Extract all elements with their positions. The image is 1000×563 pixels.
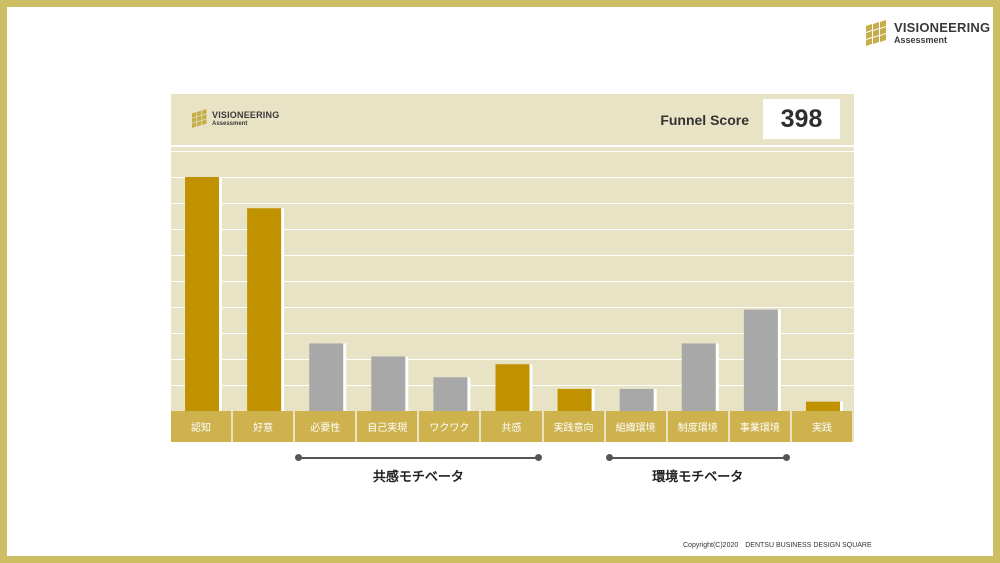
chart-brand-title: VISIONEERING [212, 109, 280, 120]
group-start-dot [295, 454, 303, 461]
category-label: 事業環境 [729, 411, 790, 442]
category-label: 自己実現 [357, 411, 418, 442]
bar-7 [619, 388, 654, 411]
group-line [608, 457, 787, 459]
group-bracket: 環境モチベータ [605, 454, 790, 485]
category-axis: 認知 好意 必要性 自己実現 ワクワク 共感 実践意向 組織環境 制度環境 事業環境 実践 [171, 411, 854, 442]
bar-4 [433, 377, 468, 411]
category-label: 実践 [791, 411, 852, 442]
group-end-dot [782, 454, 790, 461]
group-label: 環境モチベータ [652, 470, 744, 485]
chart-brand-grid-icon [192, 109, 207, 128]
category-label: 実践意向 [543, 411, 604, 442]
group-end-dot [534, 454, 542, 461]
copyright-text: Copyright(C)2020 DENTSU BUSINESS DESIGN … [683, 542, 872, 549]
category-label: 組織環境 [605, 411, 666, 442]
header-divider [171, 145, 854, 147]
category-label: 制度環境 [667, 411, 728, 442]
group-label: 共感モチベータ [372, 470, 464, 485]
brand-title: VISIONEERING [894, 20, 991, 35]
bar-5 [495, 364, 530, 411]
bar-10 [805, 401, 840, 411]
bar-0 [185, 177, 220, 411]
bar-6 [557, 388, 592, 411]
group-bracket: 共感モチベータ [295, 454, 542, 485]
chart-brand-logo: VISIONEERING Assessment [192, 109, 279, 128]
bar-9 [743, 309, 778, 411]
brand-subtitle: Assessment [894, 35, 948, 45]
category-label: 共感 [481, 411, 542, 442]
bar-1 [247, 208, 282, 411]
funnel-score-value: 398 [763, 99, 840, 139]
chart-header: VISIONEERING Assessment Funnel Score 398 [171, 94, 854, 145]
bar-3 [371, 356, 406, 411]
funnel-score-label: Funnel Score [660, 112, 749, 128]
brand-grid-icon [866, 20, 886, 46]
category-label: ワクワク [419, 411, 480, 442]
brand-logo: VISIONEERING Assessment [866, 20, 990, 46]
category-label: 好意 [233, 411, 294, 442]
chart-brand-subtitle: Assessment [212, 120, 248, 127]
bar-8 [681, 343, 716, 411]
group-line [298, 457, 539, 459]
category-label: 必要性 [295, 411, 356, 442]
funnel-bar-chart [171, 151, 854, 411]
group-start-dot [605, 454, 613, 461]
bar-2 [309, 343, 344, 411]
category-label: 認知 [171, 411, 232, 442]
